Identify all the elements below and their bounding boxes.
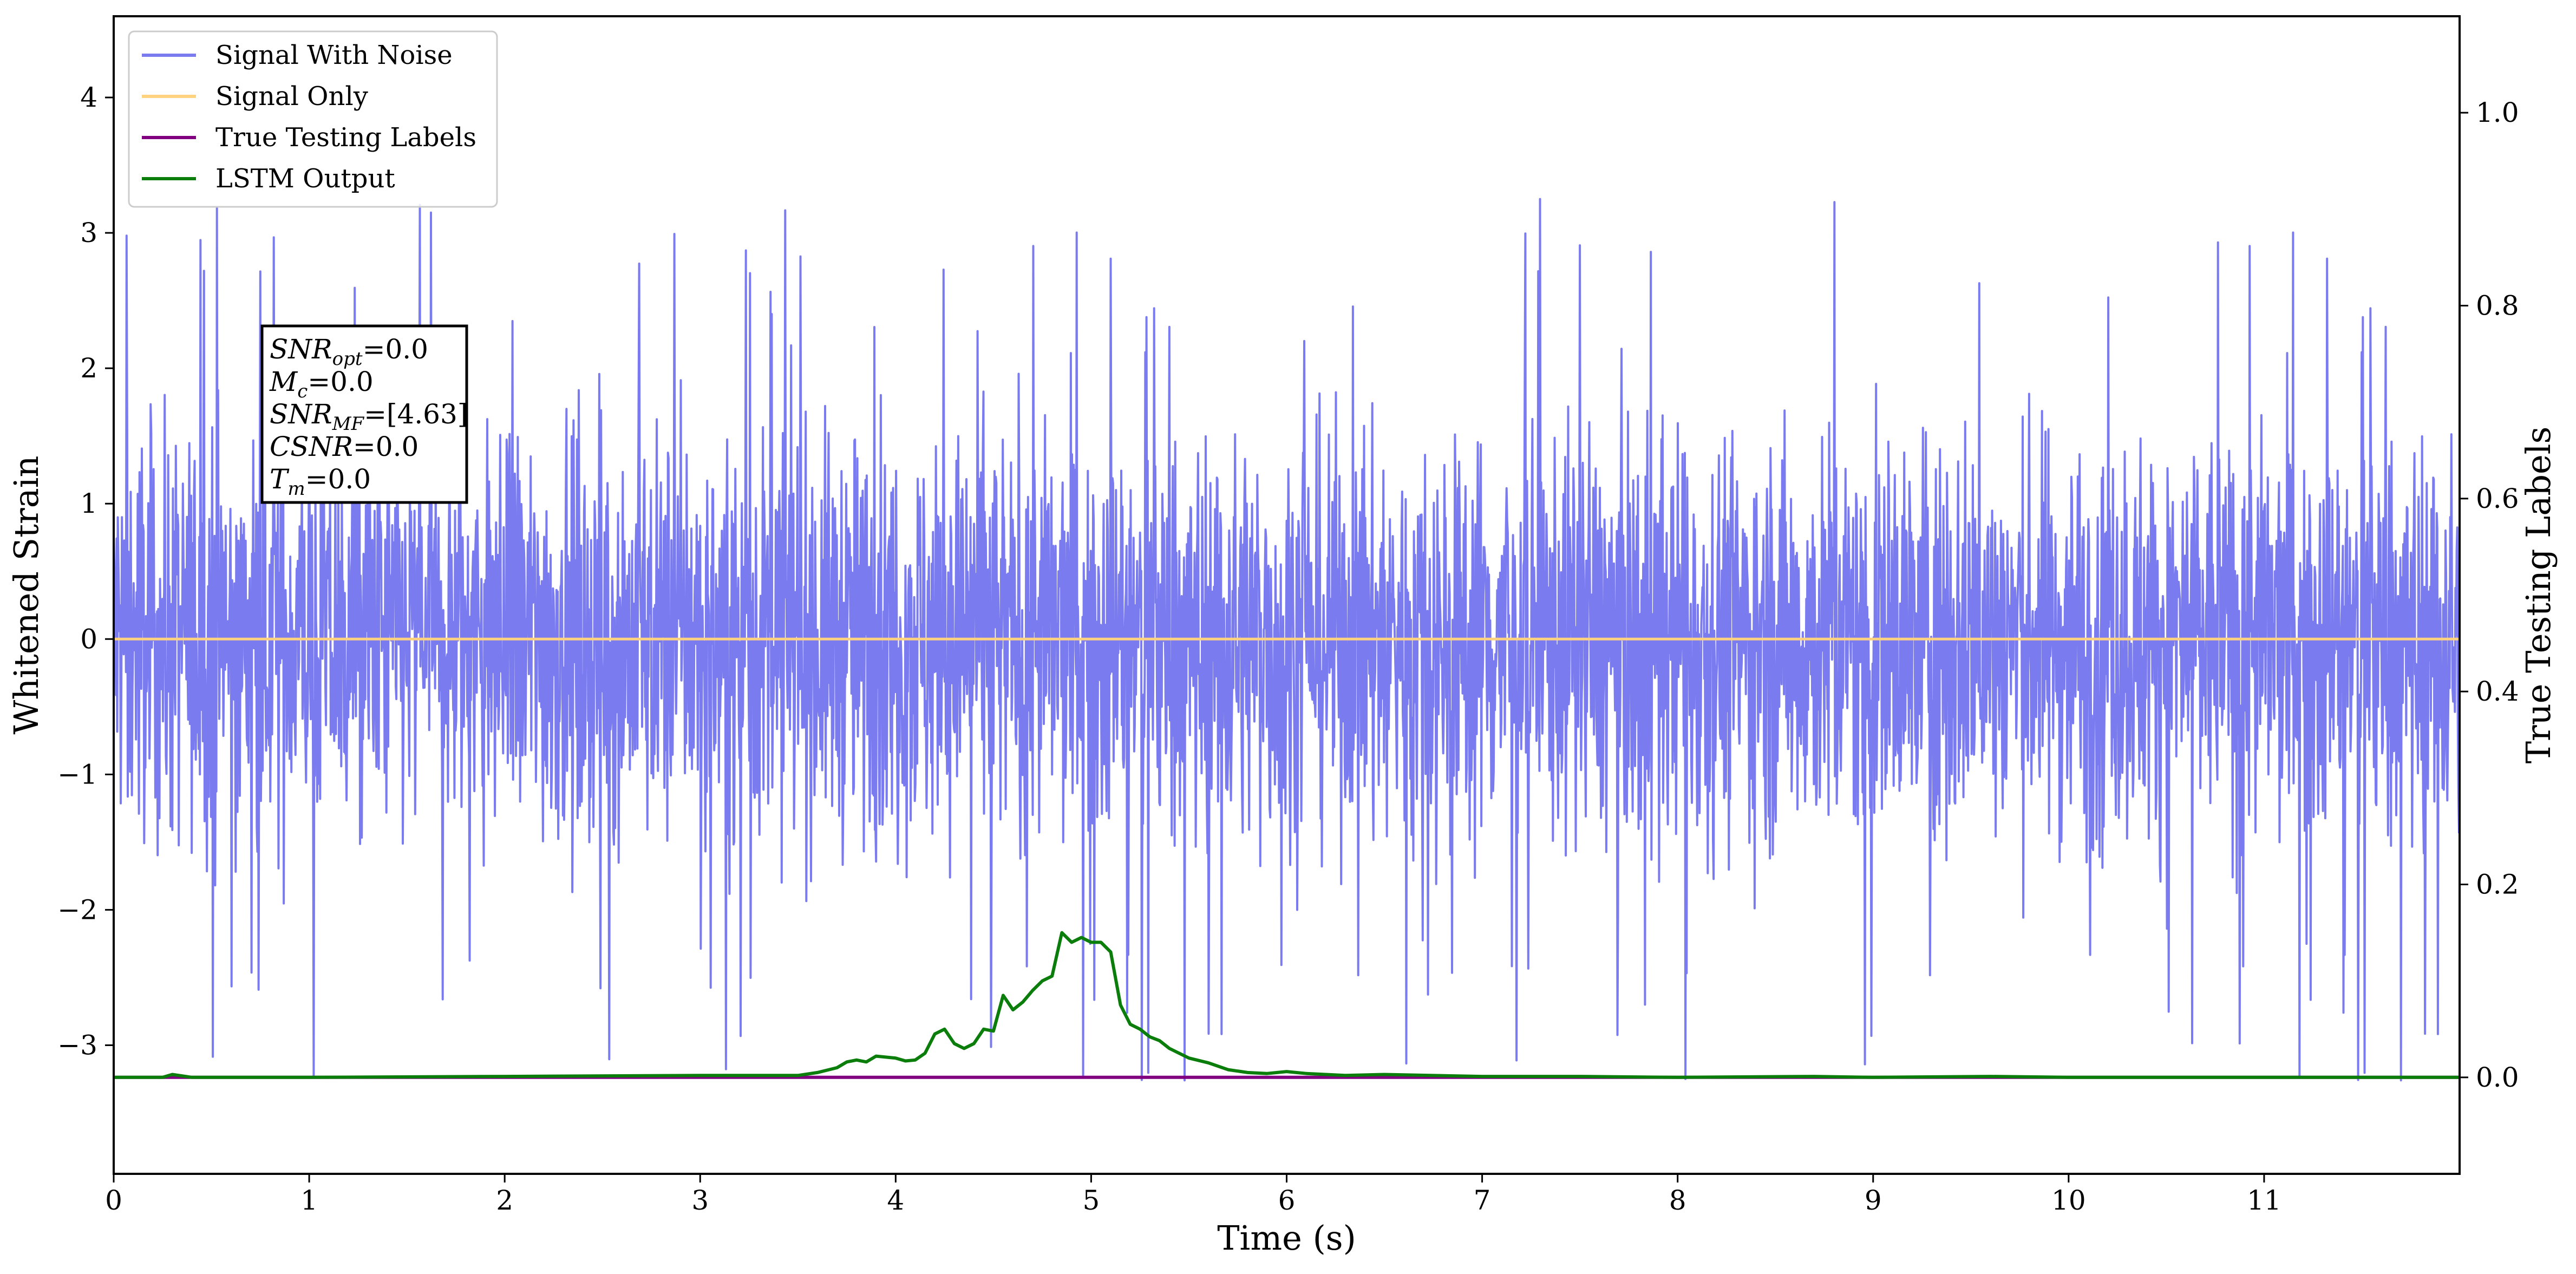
annotation-subscript: MF xyxy=(332,413,365,435)
annotation-value: =0.0 xyxy=(308,366,373,397)
x-tick-label: 8 xyxy=(1669,1185,1686,1216)
y-tick-label: 3 xyxy=(80,217,97,249)
x-axis-ticks: 0 1 2 3 4 5 6 7 8 9 10 11 xyxy=(105,1174,2281,1216)
x-tick-label: 3 xyxy=(691,1185,709,1216)
annotation-subscript: c xyxy=(297,381,308,402)
y-tick-label: −2 xyxy=(57,894,97,925)
legend-entry-label: Signal Only xyxy=(215,81,368,112)
annotation-value: =0.0 xyxy=(305,463,371,495)
x-tick-label: 9 xyxy=(1865,1185,1882,1216)
x-tick-label: 11 xyxy=(2247,1185,2281,1216)
x-tick-label: 4 xyxy=(887,1185,904,1216)
y-tick-label: 2 xyxy=(80,352,97,384)
annotation-line: Mc=0.0 xyxy=(269,366,374,402)
y2-tick-label: 0.6 xyxy=(2476,483,2519,514)
lstm-output-series xyxy=(114,931,2460,1079)
annotation-line: Tm=0.0 xyxy=(270,463,371,500)
y2-axis-label: True Testing Labels xyxy=(2519,427,2558,764)
y2-axis-ticks: 0.0 0.2 0.4 0.6 0.8 1.0 xyxy=(2460,97,2519,1093)
x-tick-label: 5 xyxy=(1083,1185,1100,1216)
annotation-box xyxy=(260,324,468,504)
x-tick-label: 6 xyxy=(1278,1185,1296,1216)
y2-tick-label: 0.2 xyxy=(2476,869,2519,900)
annotation-value: =0.0 xyxy=(353,431,419,462)
y2-tick-label: 0.4 xyxy=(2476,676,2519,707)
signal-with-noise-line xyxy=(114,198,2460,1082)
annotation-line: CSNR=0.0 xyxy=(270,431,419,462)
signal-with-noise-series xyxy=(114,198,2460,1082)
legend-entry-label: LSTM Output xyxy=(215,164,395,194)
x-tick-label: 7 xyxy=(1474,1185,1491,1216)
y-tick-label: 1 xyxy=(80,488,97,519)
y-axis-label: Whitened Strain xyxy=(6,456,46,735)
y2-tick-label: 0.0 xyxy=(2476,1062,2519,1093)
annotation-line: SNRMF=[4.63] xyxy=(270,398,468,435)
parameter-annotation-box: SNRopt=0.0Mc=0.0SNRMF=[4.63]CSNR=0.0Tm=0… xyxy=(260,324,468,504)
annotation-value: =0.0 xyxy=(363,334,428,365)
y-tick-label: −3 xyxy=(57,1029,97,1061)
y2-tick-label: 1.0 xyxy=(2476,97,2519,128)
lstm-output-line xyxy=(114,931,2460,1079)
annotation-symbol: T xyxy=(270,463,290,495)
annotation-symbol: M xyxy=(269,366,298,397)
annotation-symbol: SNR xyxy=(270,398,332,430)
annotation-symbol: CSNR xyxy=(270,431,353,462)
annotation-line: SNRopt=0.0 xyxy=(270,334,428,370)
y-tick-label: 4 xyxy=(80,82,97,113)
legend-entry-label: True Testing Labels xyxy=(215,122,476,153)
legend-entry-label: Signal With Noise xyxy=(215,40,453,70)
x-tick-label: 1 xyxy=(300,1185,318,1216)
annotation-subscript: opt xyxy=(332,348,363,370)
y-tick-label: −1 xyxy=(57,759,97,790)
y-axis-ticks: −3 −2 −1 0 1 2 3 4 xyxy=(57,82,114,1061)
y-tick-label: 0 xyxy=(80,623,97,655)
legend: Signal With Noise Signal Only True Testing… xyxy=(128,30,498,208)
y2-tick-label: 0.8 xyxy=(2476,290,2519,322)
legend-box xyxy=(128,30,498,208)
annotation-subscript: m xyxy=(287,478,305,500)
x-tick-label: 10 xyxy=(2051,1185,2086,1216)
x-tick-label: 0 xyxy=(105,1185,122,1216)
annotation-symbol: SNR xyxy=(270,334,332,365)
annotation-value: =[4.63] xyxy=(364,398,468,430)
x-axis-label: Time (s) xyxy=(1217,1218,1356,1258)
x-tick-label: 2 xyxy=(496,1185,513,1216)
